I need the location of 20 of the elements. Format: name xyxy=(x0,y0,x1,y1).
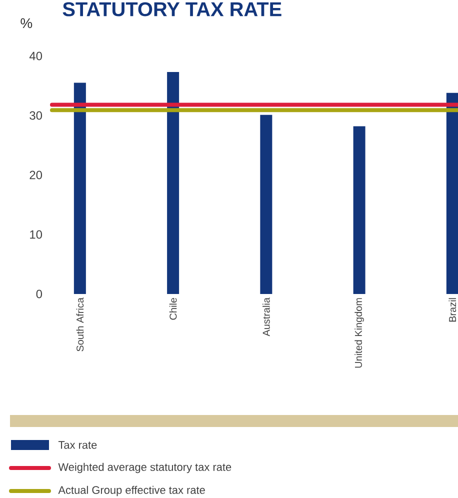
legend-label: Actual Group effective tax rate xyxy=(58,486,205,496)
y-tick-label: 10 xyxy=(30,230,42,239)
legend-label: Weighted average statutory tax rate xyxy=(58,462,232,474)
x-tick-label: Australia xyxy=(262,298,270,336)
y-axis-title: % xyxy=(20,18,32,28)
y-tick-label: 0 xyxy=(36,290,42,298)
bar xyxy=(353,126,366,294)
legend-label: Tax rate xyxy=(58,441,97,449)
bar xyxy=(167,72,180,294)
bar xyxy=(74,82,86,294)
y-tick-label: 20 xyxy=(30,170,42,180)
x-tick-label: United Kingdom xyxy=(354,298,364,368)
bar xyxy=(446,92,458,294)
bar xyxy=(260,114,272,294)
y-tick-label: 30 xyxy=(30,111,42,120)
chart-title: STATUTORY TAX RATE xyxy=(62,2,282,16)
y-tick-label: 40 xyxy=(29,52,42,60)
x-tick-label: Chile xyxy=(169,298,177,320)
x-tick-label: Brazil xyxy=(448,298,456,322)
x-tick-label: South Africa xyxy=(76,298,84,352)
